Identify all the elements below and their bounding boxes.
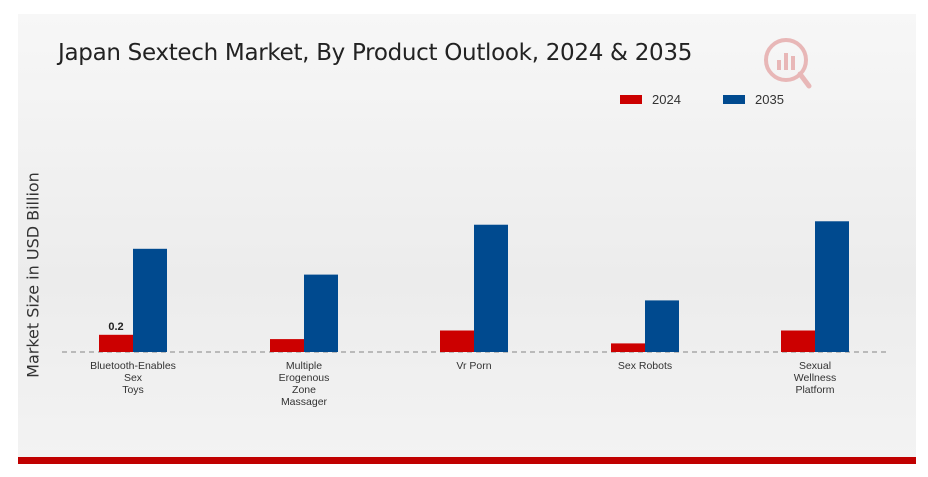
- bar-2024-4: [781, 330, 815, 352]
- legend-label-2035: 2035: [755, 92, 784, 107]
- x-tick-line-0-2: Toys: [122, 384, 144, 396]
- x-tick-line-4-1: Wellness: [793, 372, 837, 384]
- bar-2024-2: [440, 330, 474, 352]
- legend-swatch-2035: [723, 95, 745, 104]
- data-label-0: 0.2: [108, 321, 123, 333]
- x-tick-line-4-0: Sexual: [798, 360, 832, 372]
- x-tick-label-4: Sexual Wellness Platform: [760, 360, 870, 396]
- x-tick-line-3-0: Sex Robots: [617, 360, 673, 372]
- x-tick-line-1-3: Massager: [280, 396, 328, 408]
- bar-2024-1: [270, 339, 304, 352]
- bar-2035-1: [304, 274, 338, 352]
- chart-card: [18, 14, 916, 458]
- legend-item-2035: 2035: [723, 92, 784, 107]
- x-tick-label-3: Sex Robots: [590, 360, 700, 372]
- bar-2035-4: [815, 221, 849, 352]
- legend-swatch-2024: [620, 95, 642, 104]
- x-tick-line-4-2: Platform: [795, 384, 835, 396]
- x-tick-line-2-0: Vr Porn: [456, 360, 492, 372]
- x-tick-line-0-0: Bluetooth-Enables: [90, 360, 176, 372]
- x-tick-label-1: Multiple Erogenous Zone Massager: [249, 360, 359, 408]
- bar-2024-0: [99, 334, 133, 352]
- x-tick-line-1-2: Zone: [292, 384, 316, 396]
- legend-label-2024: 2024: [652, 92, 681, 107]
- bar-2035-2: [474, 224, 508, 352]
- bar-2035-3: [645, 300, 679, 352]
- legend-item-2024: 2024: [620, 92, 681, 107]
- bottom-accent-bar: [18, 457, 916, 464]
- bar-2024-3: [611, 343, 645, 352]
- x-tick-line-1-1: Erogenous: [278, 372, 330, 384]
- bar-2035-0: [133, 248, 167, 352]
- x-tick-line-1-0: Multiple: [285, 360, 323, 372]
- chart-title: Japan Sextech Market, By Product Outlook…: [58, 40, 693, 66]
- x-tick-label-2: Vr Porn: [419, 360, 529, 372]
- mrfr-logo-icon: [764, 38, 812, 89]
- x-tick-line-0-1: Sex: [123, 372, 143, 384]
- x-tick-label-0: Bluetooth-Enables Sex Toys: [78, 360, 188, 396]
